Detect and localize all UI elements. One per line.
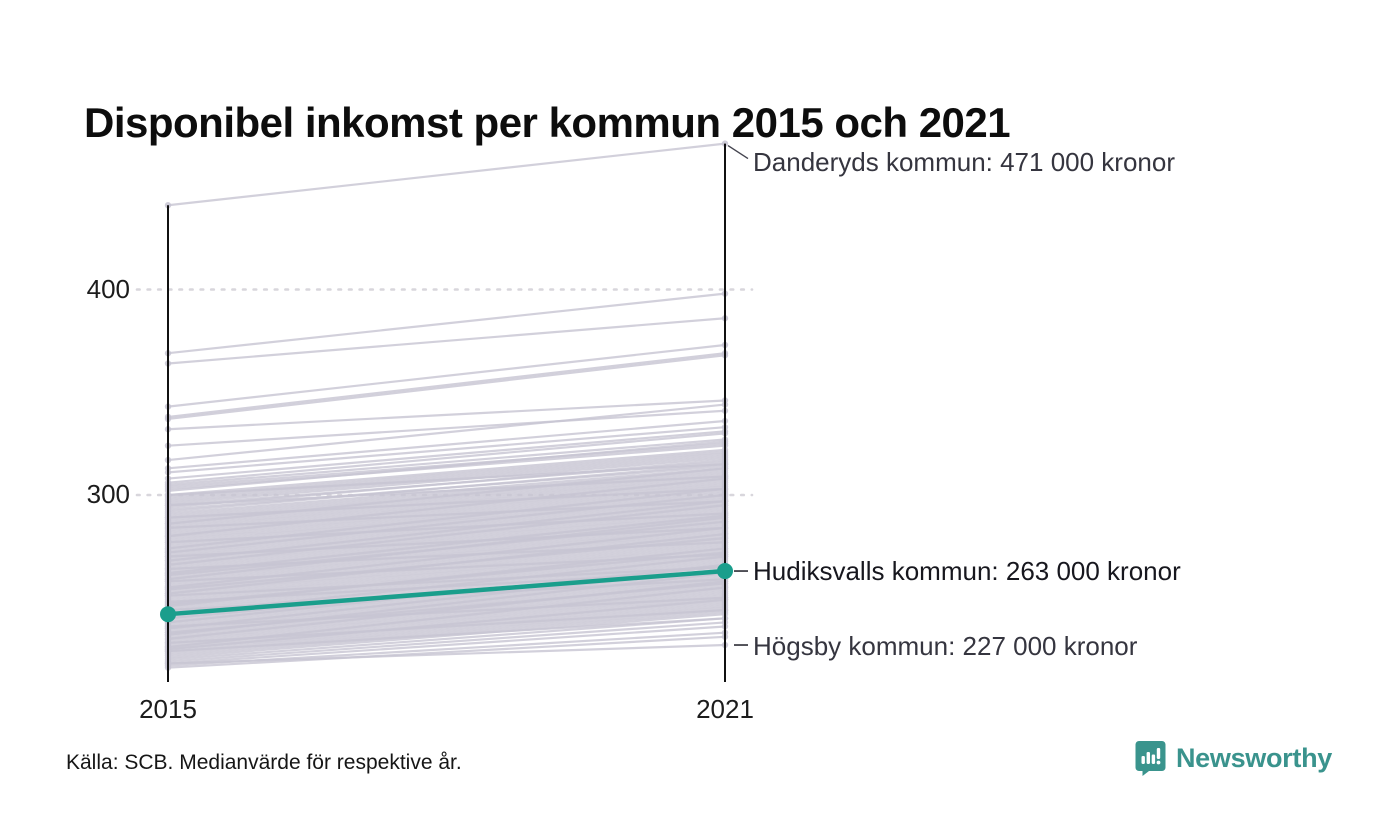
x-axis-label-2021: 2021: [696, 694, 754, 724]
newsworthy-branding: Newsworthy: [1135, 740, 1332, 776]
x-axis-label-2015: 2015: [139, 694, 197, 724]
page-title: Disponibel inkomst per kommun 2015 och 2…: [84, 99, 1011, 147]
annotation-danderyd: Danderyds kommun: 471 000 kronor: [753, 147, 1176, 177]
annotation-hogsby: Högsby kommun: 227 000 kronor: [753, 631, 1138, 661]
y-axis-tick-400: 400: [86, 274, 130, 304]
y-axis-tick-300: 300: [86, 479, 130, 509]
annotation-hudiksvall: Hudiksvalls kommun: 263 000 kronor: [753, 556, 1181, 586]
source-note: Källa: SCB. Medianvärde för respektive å…: [66, 751, 462, 774]
chart-speech-bubble-icon: [1135, 741, 1166, 776]
newsworthy-logo-text: Newsworthy: [1175, 742, 1332, 773]
